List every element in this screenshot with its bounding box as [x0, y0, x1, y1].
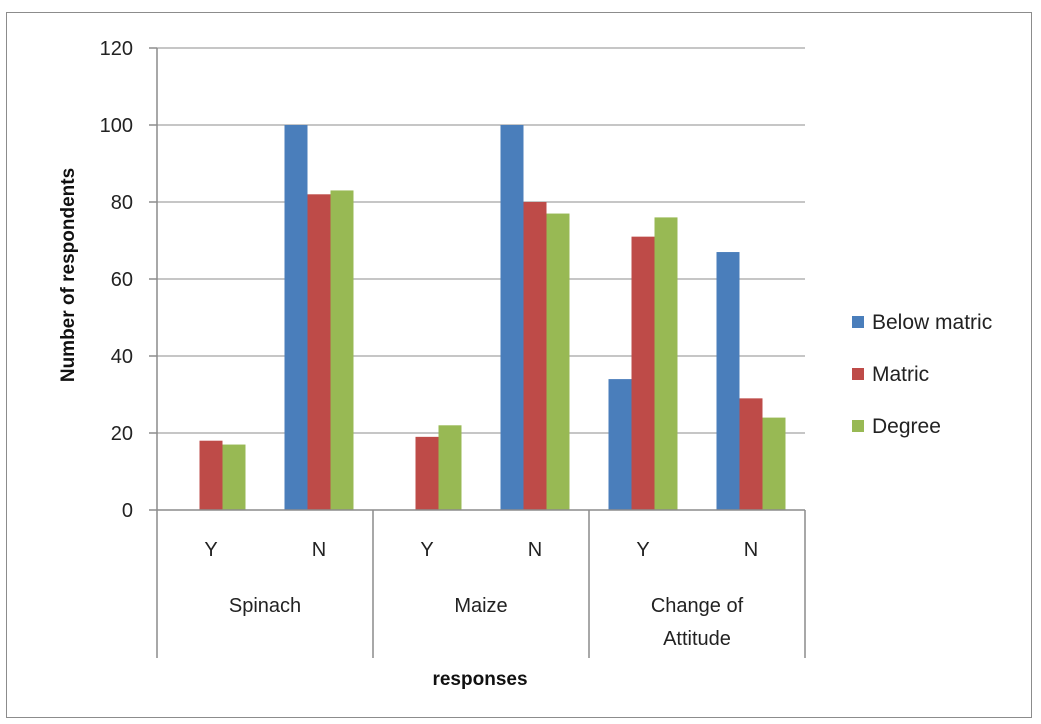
bar-below-matric	[608, 379, 632, 510]
x-group-label: Maize	[454, 595, 507, 617]
legend-swatch	[852, 316, 864, 328]
y-tick-label: 40	[111, 346, 133, 368]
bar-degree	[654, 217, 678, 510]
bar-degree	[330, 190, 354, 510]
axes	[156, 48, 806, 658]
legend-label: Below matric	[872, 311, 992, 334]
bar-below-matric	[716, 252, 740, 511]
y-tick-label: 120	[100, 38, 133, 60]
y-tick-label: 100	[100, 115, 133, 137]
x-tick-label: N	[312, 539, 326, 561]
x-tick-label: Y	[636, 539, 649, 561]
y-tick-label: 0	[122, 500, 133, 522]
gridlines	[149, 47, 805, 511]
legend: Below matric Matric Degree	[852, 311, 992, 438]
bar-matric	[199, 440, 223, 510]
y-axis-title: Number of respondents	[58, 168, 79, 382]
x-group-label: Change of Attitude	[651, 595, 744, 650]
y-tick-label: 80	[111, 192, 133, 214]
x-axis-title: responses	[432, 669, 527, 690]
x-group-labels: Spinach Maize Change of Attitude	[229, 595, 744, 650]
bar-degree	[762, 417, 786, 510]
y-tick-labels: 0 20 40 60 80 100 120	[100, 38, 133, 522]
x-tick-label: N	[744, 539, 758, 561]
bar-matric	[415, 436, 439, 510]
bars	[199, 125, 786, 511]
bar-matric	[523, 202, 547, 510]
bar-below-matric	[500, 125, 524, 510]
bar-matric	[739, 398, 763, 510]
bar-degree	[546, 213, 570, 511]
x-tick-label: N	[528, 539, 542, 561]
legend-swatch	[852, 368, 864, 380]
legend-label: Matric	[872, 363, 929, 386]
x-tick-label: Y	[204, 539, 217, 561]
bar-below-matric	[284, 125, 308, 510]
legend-swatch	[852, 420, 864, 432]
y-tick-label: 60	[111, 269, 133, 291]
x-tick-label: Y	[420, 539, 433, 561]
bar-matric	[307, 194, 331, 511]
y-tick-label: 20	[111, 423, 133, 445]
bar-matric	[631, 236, 655, 510]
bar-degree	[222, 444, 246, 510]
x-group-label: Spinach	[229, 595, 301, 617]
bar-degree	[438, 425, 462, 510]
legend-label: Degree	[872, 415, 941, 438]
